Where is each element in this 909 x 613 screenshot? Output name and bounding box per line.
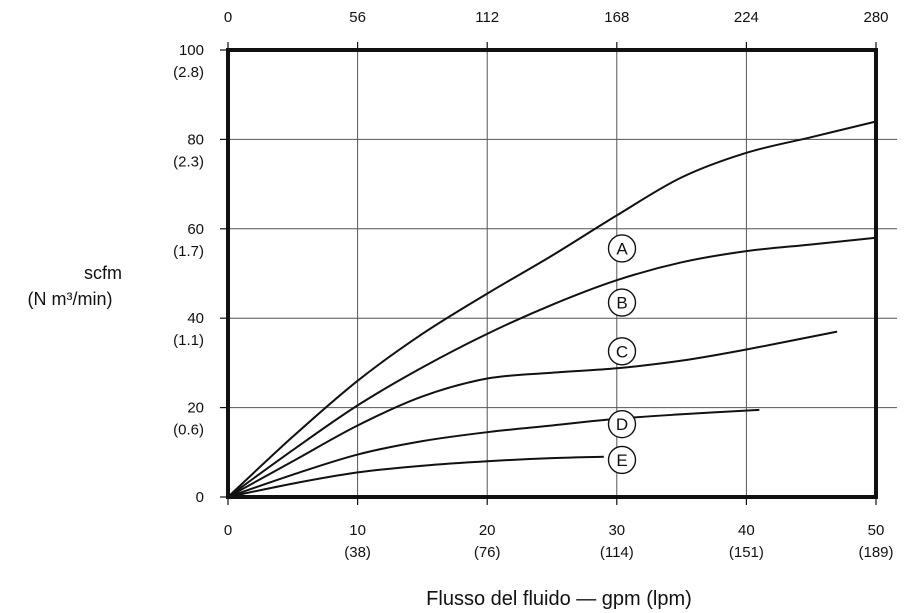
series-curves (227, 120, 877, 498)
curve-labels: A B C DE (607, 234, 637, 475)
top-tick-label: 0 (224, 9, 232, 26)
curve-label-circle-e (607, 445, 637, 475)
top-tick-label: 56 (349, 9, 366, 26)
curve-label-a: A (616, 239, 628, 258)
curve-label-c: C (616, 342, 628, 361)
y-tick-label: 20 (187, 400, 204, 417)
axis-ticks: 0 10 (38) 20 (76) 30 (114) 40 (151) 50 (189) 0 56 112… (173, 9, 893, 561)
y-tick-sublabel: (1.1) (173, 332, 204, 349)
curve-e (227, 455, 604, 498)
y-tick-sublabel: (2.3) (173, 153, 204, 170)
y-tick-label: 80 (187, 131, 204, 148)
y-axis-subtitle: (N m³/min) (28, 289, 113, 309)
curve-d (227, 408, 760, 498)
curve-c (227, 330, 838, 498)
y-tick-label: 60 (187, 221, 204, 238)
x-axis-title: Flusso del fluido — gpm (lpm) (426, 588, 692, 610)
x-tick-label: 0 (224, 522, 232, 539)
y-tick-sublabel: (0.6) (173, 422, 204, 439)
y-tick-label: 0 (196, 489, 204, 506)
x-tick-label: 20 (479, 522, 496, 539)
curve-label-circle-b (607, 288, 637, 317)
y-tick-label: 40 (187, 310, 204, 327)
x-tick-label: 30 (608, 522, 625, 539)
x-tick-label: 40 (738, 522, 755, 539)
curve-label-circle-c (607, 337, 637, 366)
top-tick-label: 168 (604, 9, 629, 26)
y-tick-label: 100 (179, 42, 204, 59)
y-axis-title: scfm (84, 263, 122, 283)
curve-b (227, 236, 877, 498)
top-tick-label: 224 (734, 9, 759, 26)
top-tick-label: 280 (863, 9, 888, 26)
curve-label-b: B (616, 294, 627, 313)
top-tick-label: 112 (475, 9, 499, 26)
curve-label-circle-d (607, 409, 637, 439)
curve-a (227, 120, 877, 498)
x-tick-label: 10 (349, 522, 366, 539)
grid-lines (228, 50, 897, 497)
x-tick-sublabel: (38) (344, 544, 371, 561)
x-tick-sublabel: (114) (600, 544, 634, 561)
curve-label-circle-a (607, 234, 637, 263)
x-tick-sublabel: (76) (474, 544, 501, 561)
plot-border (226, 48, 878, 499)
y-tick-sublabel: (1.7) (173, 243, 204, 260)
curve-label-d: D (616, 415, 628, 434)
x-tick-label: 50 (868, 522, 885, 539)
x-tick-sublabel: (151) (729, 544, 764, 561)
x-tick-sublabel: (189) (858, 544, 893, 561)
y-tick-sublabel: (2.8) (173, 64, 204, 81)
curve-label-e: E (616, 451, 627, 470)
plot-frame (226, 48, 878, 499)
